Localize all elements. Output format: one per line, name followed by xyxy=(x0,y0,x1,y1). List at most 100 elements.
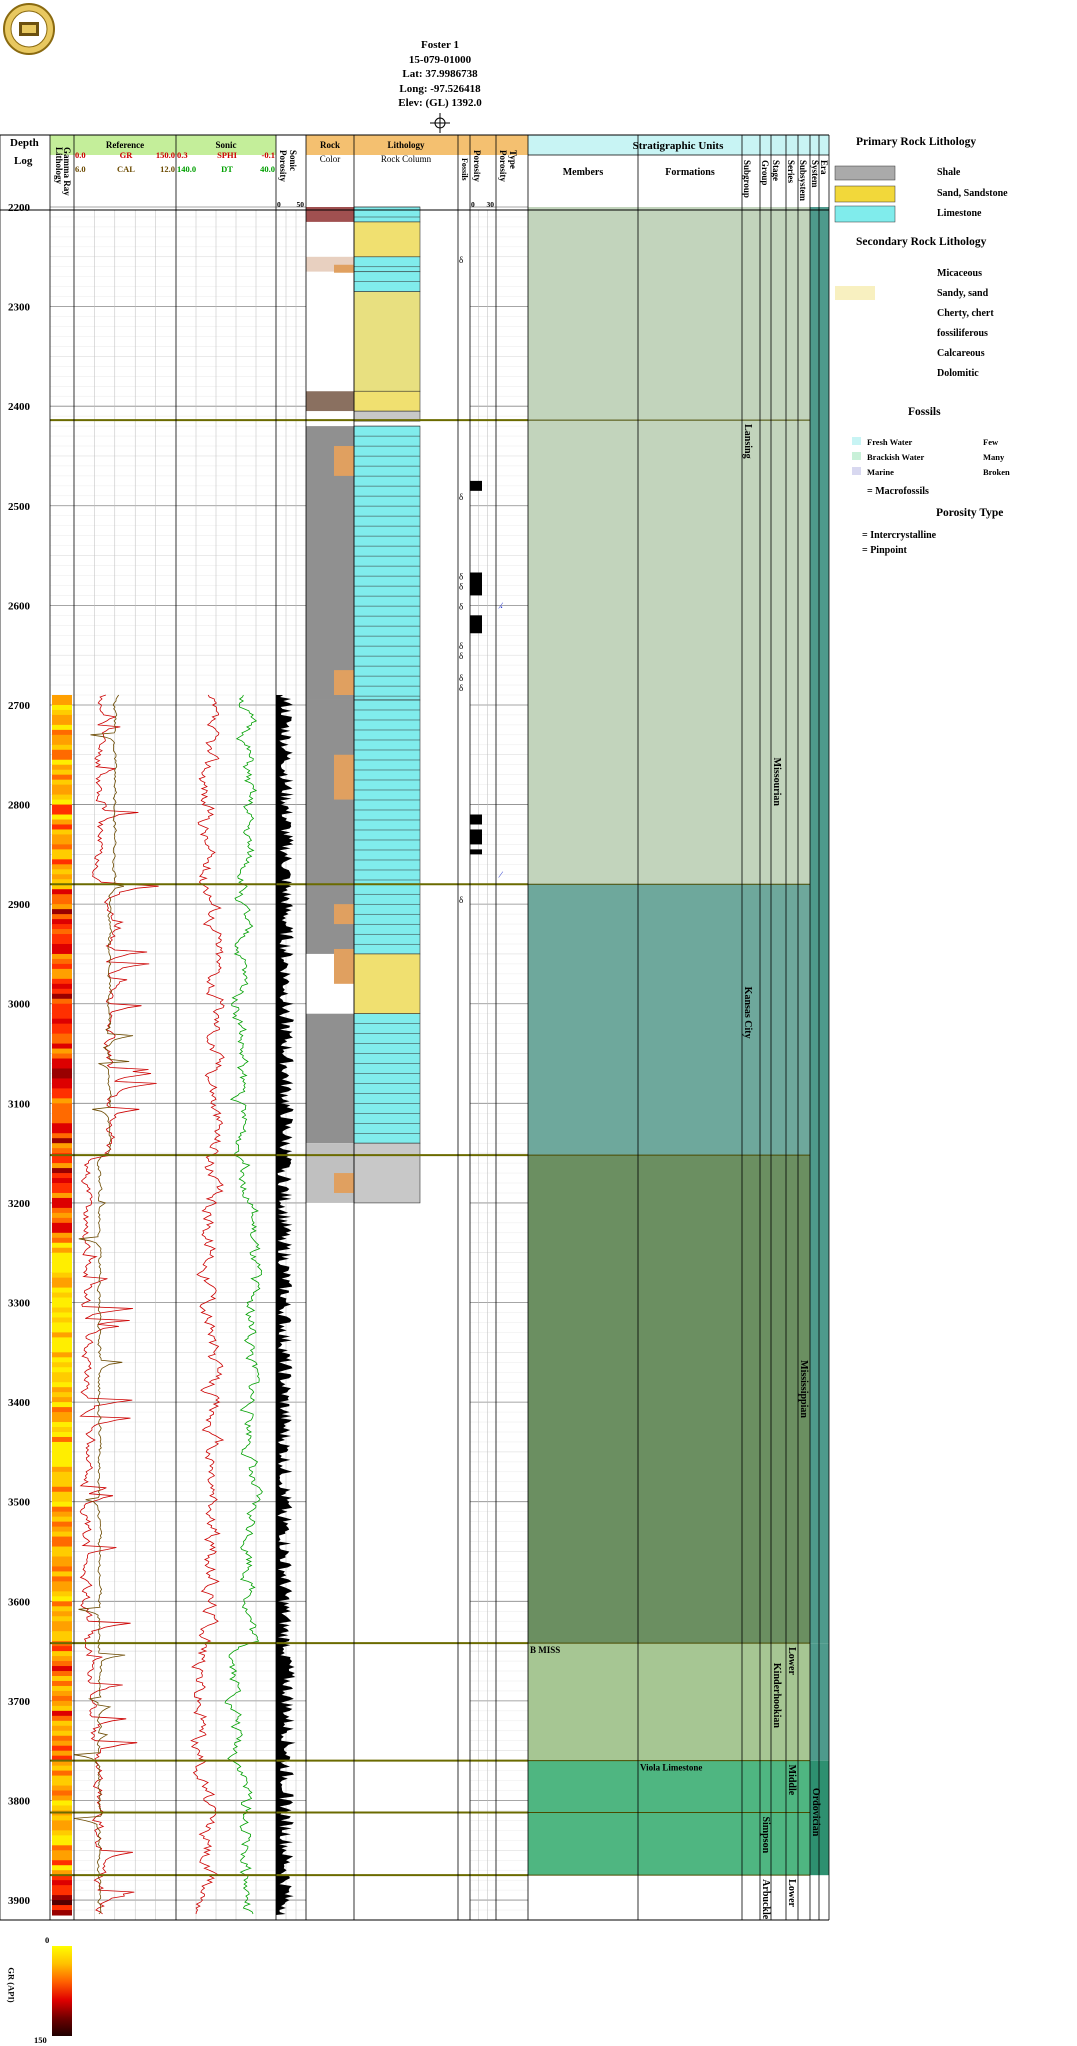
gr-color-cell xyxy=(52,1491,72,1498)
depth-tick-label: 2500 xyxy=(8,501,31,513)
well-location-icon xyxy=(430,113,450,138)
legend-fossils-title: Fossils xyxy=(908,406,941,418)
depth-tick-label: 2300 xyxy=(8,302,31,314)
gr-color-cell xyxy=(52,1113,72,1119)
gr-color-cell xyxy=(52,1765,72,1772)
gr-scale-min: 0.0 xyxy=(75,150,86,160)
strat-label: Mississippian xyxy=(798,1360,809,1418)
gr-color-cell xyxy=(52,749,72,756)
gr-color-cell xyxy=(52,1277,72,1284)
gr-color-cell xyxy=(52,899,72,905)
subsystem-header: Subsystem xyxy=(798,160,808,202)
group-header: Group xyxy=(760,160,770,185)
gr-color-cell xyxy=(52,953,72,960)
rock-column-interval xyxy=(353,221,421,258)
cal-scale-max: 12.0 xyxy=(160,164,175,174)
porosity-bar xyxy=(470,572,482,596)
gr-color-cell xyxy=(52,1158,72,1164)
gr-color-cell xyxy=(52,704,72,711)
rock-color-accent xyxy=(334,948,354,984)
gr-color-cell xyxy=(52,1481,72,1488)
strat-label: Middle xyxy=(786,1765,797,1796)
gr-color-cell xyxy=(52,1631,72,1637)
rock-column-interval xyxy=(353,256,421,273)
gr-color-cell xyxy=(52,1511,72,1518)
gr-color-cell xyxy=(52,1123,72,1129)
legend-marine-label: Marine xyxy=(867,467,894,477)
gr-color-cell xyxy=(52,1805,72,1811)
gr-color-cell xyxy=(52,724,72,731)
strat-label: Simpson xyxy=(760,1816,771,1853)
porosity-type-icon: ∕ xyxy=(498,869,504,879)
secondary-swatch xyxy=(835,306,875,320)
gr-color-cell xyxy=(52,1212,72,1219)
rock-header-bg xyxy=(306,135,354,155)
gr-color-cell xyxy=(52,1407,72,1413)
gr-color-cell xyxy=(52,1178,72,1184)
gr-color-cell xyxy=(52,988,72,995)
gr-color-cell xyxy=(52,1845,72,1851)
gr-color-cell xyxy=(52,1571,72,1577)
gr-color-cell xyxy=(52,1262,72,1269)
gr-color-cell xyxy=(52,1616,72,1622)
rock-column-interval xyxy=(353,206,421,223)
gr-color-cell xyxy=(52,814,72,820)
dt-scale-name: DT xyxy=(221,164,233,174)
gr-color-cell xyxy=(52,1581,72,1587)
gr-color-cell xyxy=(52,769,72,776)
gr-color-cell xyxy=(52,1760,72,1767)
rock-color-accent xyxy=(334,264,354,273)
gr-color-cell xyxy=(52,943,72,950)
legend-sandy-label: Sandy, sand xyxy=(937,288,989,299)
macrofossil-icon: δ xyxy=(459,651,463,661)
gr-color-cell xyxy=(52,879,72,885)
gr-color-cell xyxy=(52,1247,72,1254)
strat-header-bg xyxy=(528,135,829,155)
legend-sand-label: Sand, Sandstone xyxy=(937,188,1008,199)
gr-color-cell xyxy=(52,1337,72,1343)
gr-color-cell xyxy=(52,1860,72,1866)
depth-tick-label: 3800 xyxy=(8,1795,31,1807)
gr-color-cell xyxy=(52,1441,72,1448)
gr-color-cell xyxy=(52,1626,72,1632)
strat-label: Kansas City xyxy=(742,987,753,1039)
gr-color-cell xyxy=(52,904,72,910)
gr-color-cell xyxy=(52,993,72,1000)
rock-color-interval xyxy=(306,411,354,422)
gr-color-cell xyxy=(52,1661,72,1667)
gr-color-cell xyxy=(52,924,72,930)
sphi-scale-max: -0.1 xyxy=(262,150,275,160)
gr-color-cell xyxy=(52,1900,72,1906)
gr-color-cell xyxy=(52,1312,72,1318)
strat-fill xyxy=(528,1760,810,1876)
gr-color-cell xyxy=(52,699,72,706)
gr-color-cell xyxy=(52,1715,72,1722)
strat-fill xyxy=(528,420,810,885)
gr-color-cell xyxy=(52,973,72,980)
strat-label: Viola Limestone xyxy=(640,1763,702,1773)
gr-color-cell xyxy=(52,1521,72,1528)
depth-header: Depth xyxy=(10,137,39,149)
gr-color-cell xyxy=(52,1168,72,1174)
series-header: Series xyxy=(786,160,796,183)
gr-color-cell xyxy=(52,1023,72,1030)
gr-color-cell xyxy=(52,1685,72,1692)
gr-color-cell xyxy=(52,1725,72,1732)
gr-color-cell xyxy=(52,1257,72,1264)
marine-swatch xyxy=(852,467,861,475)
gr-color-cell xyxy=(52,1367,72,1373)
porosity-type-header: Porosity xyxy=(498,150,508,182)
gr-color-cell xyxy=(52,1795,72,1801)
legend-limestone-label: Limestone xyxy=(937,208,982,219)
gr-color-cell xyxy=(52,1880,72,1886)
gr-color-cell xyxy=(52,1840,72,1846)
gr-color-cell xyxy=(52,1377,72,1383)
well-api: 15-079-01000 xyxy=(408,53,472,66)
gr-color-cell xyxy=(52,1446,72,1453)
gr-color-cell xyxy=(52,799,72,806)
gr-color-cell xyxy=(52,1815,72,1821)
macrofossil-icon: δ xyxy=(459,581,463,591)
strat-header: Stratigraphic Units xyxy=(633,140,724,152)
